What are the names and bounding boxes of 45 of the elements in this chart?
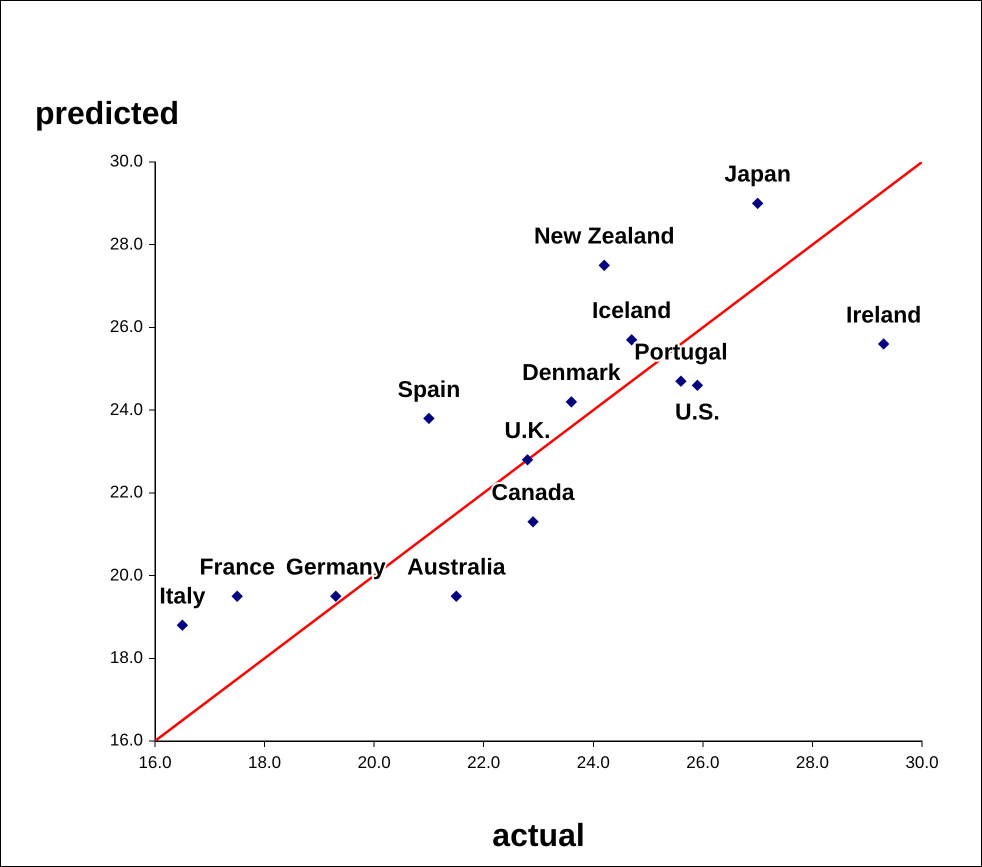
x-axis-title: actual [492,816,585,853]
y-tick-label: 16.0 [110,730,143,750]
x-tick-label: 20.0 [358,752,391,772]
x-tick-label: 30.0 [905,752,939,772]
annotation: Italy [159,582,206,609]
annotation: Iceland [592,297,672,324]
y-tick-label: 22.0 [110,482,143,502]
y-tick-label: 26.0 [110,317,143,336]
x-tick-label: 16.0 [138,752,172,772]
annotation: France [199,554,275,580]
point [598,260,610,271]
point [878,338,890,350]
x-tick-label: 28.0 [796,752,829,772]
point [232,590,243,602]
y-tick-label: 18.0 [110,648,143,667]
point [752,198,764,209]
point [330,590,342,602]
point [566,396,577,408]
y-tick-label: 30.0 [110,152,143,171]
x-tick-label: 24.0 [576,752,610,772]
annotation: Spain [398,376,460,402]
annotation: Canada [491,479,575,506]
point [675,376,686,387]
point [626,334,638,346]
y-tick-label: 24.0 [110,400,143,419]
annotation: Australia [407,554,506,580]
point [176,620,188,631]
annotation: New Zealand [534,222,675,249]
y-tick-label: 28.0 [110,234,143,254]
annotation: Germany [286,554,386,580]
point [450,590,462,602]
point [423,412,434,424]
x-tick-label: 18.0 [248,752,282,772]
point [692,380,703,391]
annotation: Japan [724,160,791,187]
point [528,516,539,528]
x-tick-label: 22.0 [467,752,500,772]
annotation: Denmark [522,359,621,386]
annotation: U.K. [504,417,551,444]
y-axis-title: predicted [35,94,180,131]
point [522,454,534,466]
annotation: Ireland [846,301,922,328]
x-tick-label: 26.0 [686,752,720,772]
annotation: U.S. [675,398,720,425]
y-tick-label: 20.0 [110,565,143,584]
